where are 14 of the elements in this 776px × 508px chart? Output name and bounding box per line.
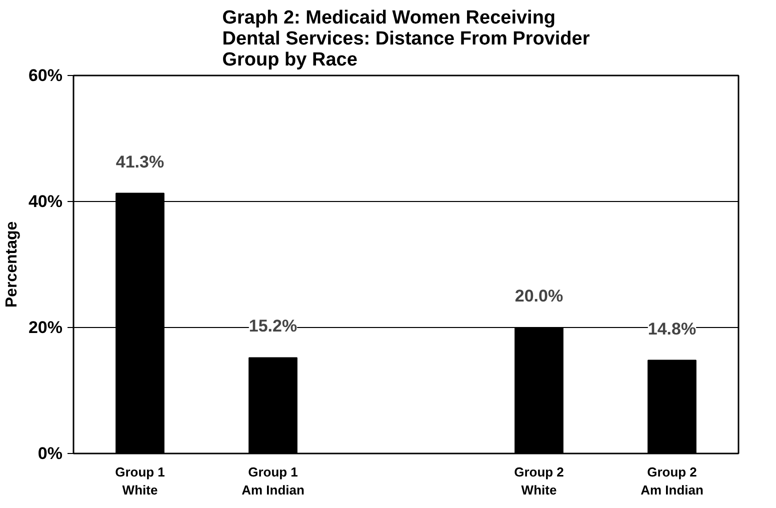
y-axis-title: Percentage <box>3 221 20 308</box>
y-tick-label: 20% <box>28 318 63 337</box>
data-label: 20.0% <box>514 286 564 306</box>
chart-title: Graph 2: Medicaid Women Receiving Dental Services: Distance From Provider Group by Race <box>222 8 590 70</box>
x-tick-label: Group 1 White <box>115 464 165 498</box>
x-tick-label: Group 2 Am Indian <box>640 464 704 498</box>
y-tick-label: 0% <box>38 444 63 463</box>
data-label: 15.2% <box>248 316 298 336</box>
x-tick-label: Group 2 White <box>514 464 564 498</box>
x-tick-label: Group 1 Am Indian <box>242 464 304 498</box>
y-tick-label: 60% <box>28 66 63 85</box>
data-label: 14.8% <box>648 319 696 338</box>
y-tick-label: 40% <box>28 192 63 211</box>
data-label: 41.3% <box>116 152 164 172</box>
